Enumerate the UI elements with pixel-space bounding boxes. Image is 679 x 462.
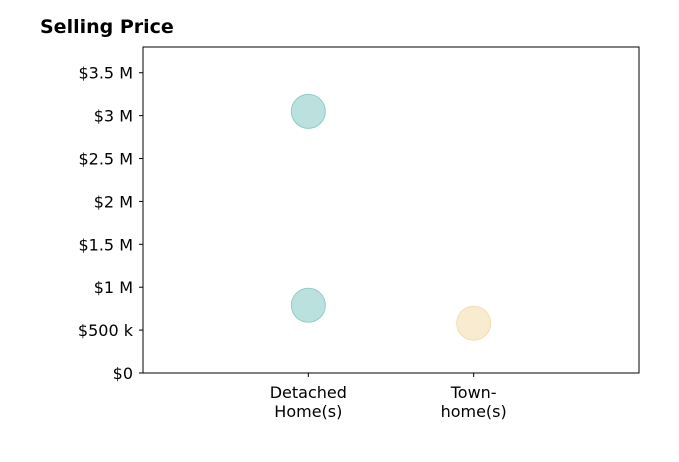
y-tick-label: $1 M <box>94 278 133 297</box>
y-tick-label: $2.5 M <box>78 150 133 169</box>
data-point <box>456 305 492 341</box>
y-tick-label: $1.5 M <box>78 235 133 254</box>
y-tick-label: $0 <box>113 364 133 383</box>
data-point <box>290 287 326 323</box>
y-tick-label: $2 M <box>94 192 133 211</box>
x-tick-label: Town- <box>450 383 497 402</box>
plot-frame <box>142 46 640 374</box>
data-points <box>290 93 492 341</box>
x-tick-label: Home(s) <box>274 402 342 421</box>
y-tick-label: $3.5 M <box>78 64 133 83</box>
y-tick-label: $500 k <box>78 321 134 340</box>
x-tick-label: Detached <box>270 383 347 402</box>
x-tick-label: home(s) <box>441 402 507 421</box>
y-tick-label: $3 M <box>94 107 133 126</box>
chart-title: Selling Price <box>40 16 174 38</box>
data-point <box>290 93 326 129</box>
y-axis: $0 $500 k $1 M $1.5 M $2 M $2.5 M $3 M $3.5 M <box>78 64 143 383</box>
